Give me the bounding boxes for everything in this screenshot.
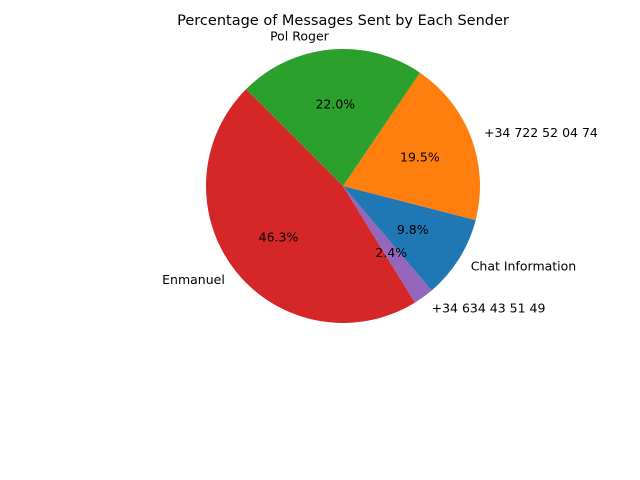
slice-label-34-634-43-51-49: +34 634 43 51 49 (432, 300, 546, 315)
pie-slice-34-722-52-04-74 (343, 72, 481, 221)
slice-label-enmanuel: Enmanuel (162, 272, 225, 287)
pie-slices (206, 49, 481, 323)
slice-label-pol-roger: Pol Roger (270, 29, 330, 44)
pie-slice-chat-information (343, 186, 476, 291)
chart-title: Percentage of Messages Sent by Each Send… (177, 13, 509, 29)
slice-label-34-722-52-04-74: +34 722 52 04 74 (484, 125, 598, 140)
pct-label-chat-information: 9.8% (397, 222, 429, 237)
pie-slice-enmanuel (206, 89, 415, 323)
pct-label-34-722-52-04-74: 19.5% (400, 149, 440, 164)
pct-label-enmanuel: 46.3% (259, 230, 299, 245)
pct-label-pol-roger: 22.0% (315, 97, 355, 112)
slice-label-chat-information: Chat Information (471, 258, 577, 273)
pie-slice-34-634-43-51-49 (343, 186, 432, 303)
pct-label-34-634-43-51-49: 2.4% (375, 245, 407, 260)
pie-slice-pol-roger (246, 49, 421, 186)
pie-labels: 46.3% Enmanuel 2.4% +34 634 43 51 49 9.8% Cha… (162, 29, 598, 316)
